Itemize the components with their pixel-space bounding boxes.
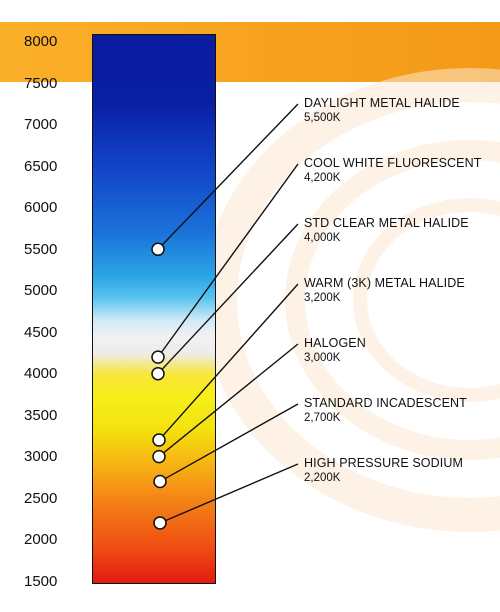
y-tick-label: 6500 [24, 158, 58, 175]
kelvin-marker [151, 350, 165, 364]
label-halogen: HALOGEN 3,000K [304, 336, 494, 365]
label-daylight-metal-halide: DAYLIGHT METAL HALIDE 5,500K [304, 96, 494, 125]
light-source-name: HALOGEN [304, 336, 366, 350]
y-tick-label: 5500 [24, 241, 58, 258]
y-tick-label: 6000 [24, 199, 58, 216]
color-temperature-bar [92, 34, 216, 584]
light-source-kelvin: 2,200K [304, 472, 341, 484]
label-std-clear-metal-halide: STD CLEAR METAL HALIDE 4,000K [304, 216, 494, 245]
leader-line [165, 463, 299, 522]
label-standard-incadescent: STANDARD INCADESCENT 2,700K [304, 396, 494, 425]
label-cool-white-fluorescent: COOL WHITE FLUORESCENT 4,200K [304, 156, 494, 185]
y-tick-label: 4500 [24, 324, 58, 341]
light-source-name: COOL WHITE FLUORESCENT [304, 156, 482, 170]
y-tick-label: 4000 [24, 365, 58, 382]
kelvin-marker [152, 433, 166, 447]
light-source-kelvin: 2,700K [304, 412, 341, 424]
y-tick-label: 2500 [24, 490, 58, 507]
kelvin-marker [153, 516, 167, 530]
light-source-kelvin: 4,200K [304, 172, 341, 184]
leader-line [161, 103, 299, 246]
y-tick-label: 3500 [24, 407, 58, 424]
light-source-kelvin: 3,000K [304, 352, 341, 364]
leader-line [160, 163, 299, 353]
kelvin-marker [153, 474, 167, 489]
header-band [0, 22, 500, 82]
leader-line [164, 403, 299, 480]
light-source-name: DAYLIGHT METAL HALIDE [304, 96, 460, 110]
kelvin-marker [151, 366, 165, 381]
y-tick-label: 8000 [24, 33, 58, 50]
light-source-name: STD CLEAR METAL HALIDE [304, 216, 469, 230]
light-source-kelvin: 3,200K [304, 292, 341, 304]
leader-line [163, 343, 299, 454]
y-tick-label: 7500 [24, 75, 58, 92]
y-tick-label: 2000 [24, 531, 58, 548]
light-source-kelvin: 5,500K [304, 112, 341, 124]
leader-line [161, 223, 299, 370]
kelvin-marker [151, 242, 165, 257]
light-source-name: WARM (3K) METAL HALIDE [304, 276, 465, 290]
y-tick-label: 7000 [24, 116, 58, 133]
label-high-pressure-sodium: HIGH PRESSURE SODIUM 2,200K [304, 456, 494, 485]
y-tick-label: 1500 [24, 573, 58, 590]
label-warm-3k-metal-halide: WARM (3K) METAL HALIDE 3,200K [304, 276, 494, 305]
kelvin-marker [152, 449, 166, 464]
light-source-name: STANDARD INCADESCENT [304, 396, 467, 410]
y-tick-label: 3000 [24, 448, 58, 465]
y-tick-label: 5000 [24, 282, 58, 299]
leader-line [162, 283, 299, 437]
light-source-name: HIGH PRESSURE SODIUM [304, 456, 463, 470]
light-source-kelvin: 4,000K [304, 232, 341, 244]
